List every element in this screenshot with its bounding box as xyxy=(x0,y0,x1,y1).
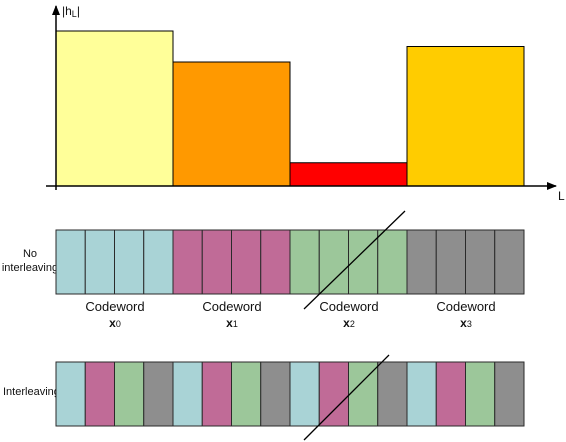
fade-erasure-line-bottom xyxy=(303,354,390,441)
codeword-cell-10 xyxy=(348,361,379,427)
codeword-label-3: Codeword x3 xyxy=(436,299,495,330)
codeword-symbol: x3 xyxy=(460,316,472,330)
channel-segment-3 xyxy=(406,46,525,187)
codeword-symbol: x0 xyxy=(109,316,121,330)
codeword-cell-13 xyxy=(435,361,466,427)
y-axis-label: |hL| xyxy=(62,4,80,19)
codeword-cell-15 xyxy=(494,229,525,295)
channel-segments xyxy=(55,30,525,187)
fade-erasure-line-top xyxy=(303,210,406,310)
codeword-label-text: Codeword xyxy=(436,299,495,314)
no-interleaving-label-line1: No xyxy=(23,248,37,260)
codeword-cell-9 xyxy=(318,229,349,295)
no-interleaving-label-line2: interleaving xyxy=(2,262,58,274)
no-interleaving-row xyxy=(55,229,525,295)
codeword-cell-3 xyxy=(143,361,174,427)
interleaving-label: Interleaving xyxy=(3,386,60,398)
codeword-cell-14 xyxy=(465,229,496,295)
codeword-cell-5 xyxy=(201,229,232,295)
codeword-cell-7 xyxy=(260,361,291,427)
codeword-cell-0 xyxy=(55,229,86,295)
codeword-label-text: Codeword xyxy=(319,299,378,314)
codeword-cell-9 xyxy=(318,361,349,427)
codeword-cell-15 xyxy=(494,361,525,427)
codeword-cell-7 xyxy=(260,229,291,295)
codeword-cell-2 xyxy=(114,361,145,427)
interleaving-row xyxy=(55,361,525,427)
codeword-cell-8 xyxy=(289,229,320,295)
codeword-cell-12 xyxy=(406,229,437,295)
channel-gain-plot: |hL| L xyxy=(46,4,565,203)
codeword-label-1: Codeword x1 xyxy=(202,299,261,330)
codeword-cell-8 xyxy=(289,361,320,427)
channel-segment-2 xyxy=(289,162,408,187)
codeword-cell-12 xyxy=(406,361,437,427)
codeword-cell-4 xyxy=(172,361,203,427)
codeword-label-text: Codeword xyxy=(202,299,261,314)
codeword-cell-11 xyxy=(377,229,408,295)
codeword-cell-6 xyxy=(231,229,262,295)
codeword-symbol: x1 xyxy=(226,316,238,330)
x-axis-label: L xyxy=(558,189,565,203)
codeword-cell-0 xyxy=(55,361,86,427)
codeword-cell-3 xyxy=(143,229,174,295)
codeword-cell-14 xyxy=(465,361,496,427)
codeword-cell-6 xyxy=(231,361,262,427)
codeword-label-2: Codeword x2 xyxy=(319,299,378,330)
codeword-cell-13 xyxy=(435,229,466,295)
codeword-symbol: x2 xyxy=(343,316,355,330)
codeword-label-text: Codeword xyxy=(85,299,144,314)
codeword-cell-2 xyxy=(114,229,145,295)
codeword-cell-4 xyxy=(172,229,203,295)
channel-segment-0 xyxy=(55,30,174,187)
codeword-cell-1 xyxy=(84,361,115,427)
codeword-cell-11 xyxy=(377,361,408,427)
channel-segment-1 xyxy=(172,61,291,187)
codeword-cell-1 xyxy=(84,229,115,295)
codeword-label-0: Codeword x0 xyxy=(85,299,144,330)
codeword-cell-5 xyxy=(201,361,232,427)
